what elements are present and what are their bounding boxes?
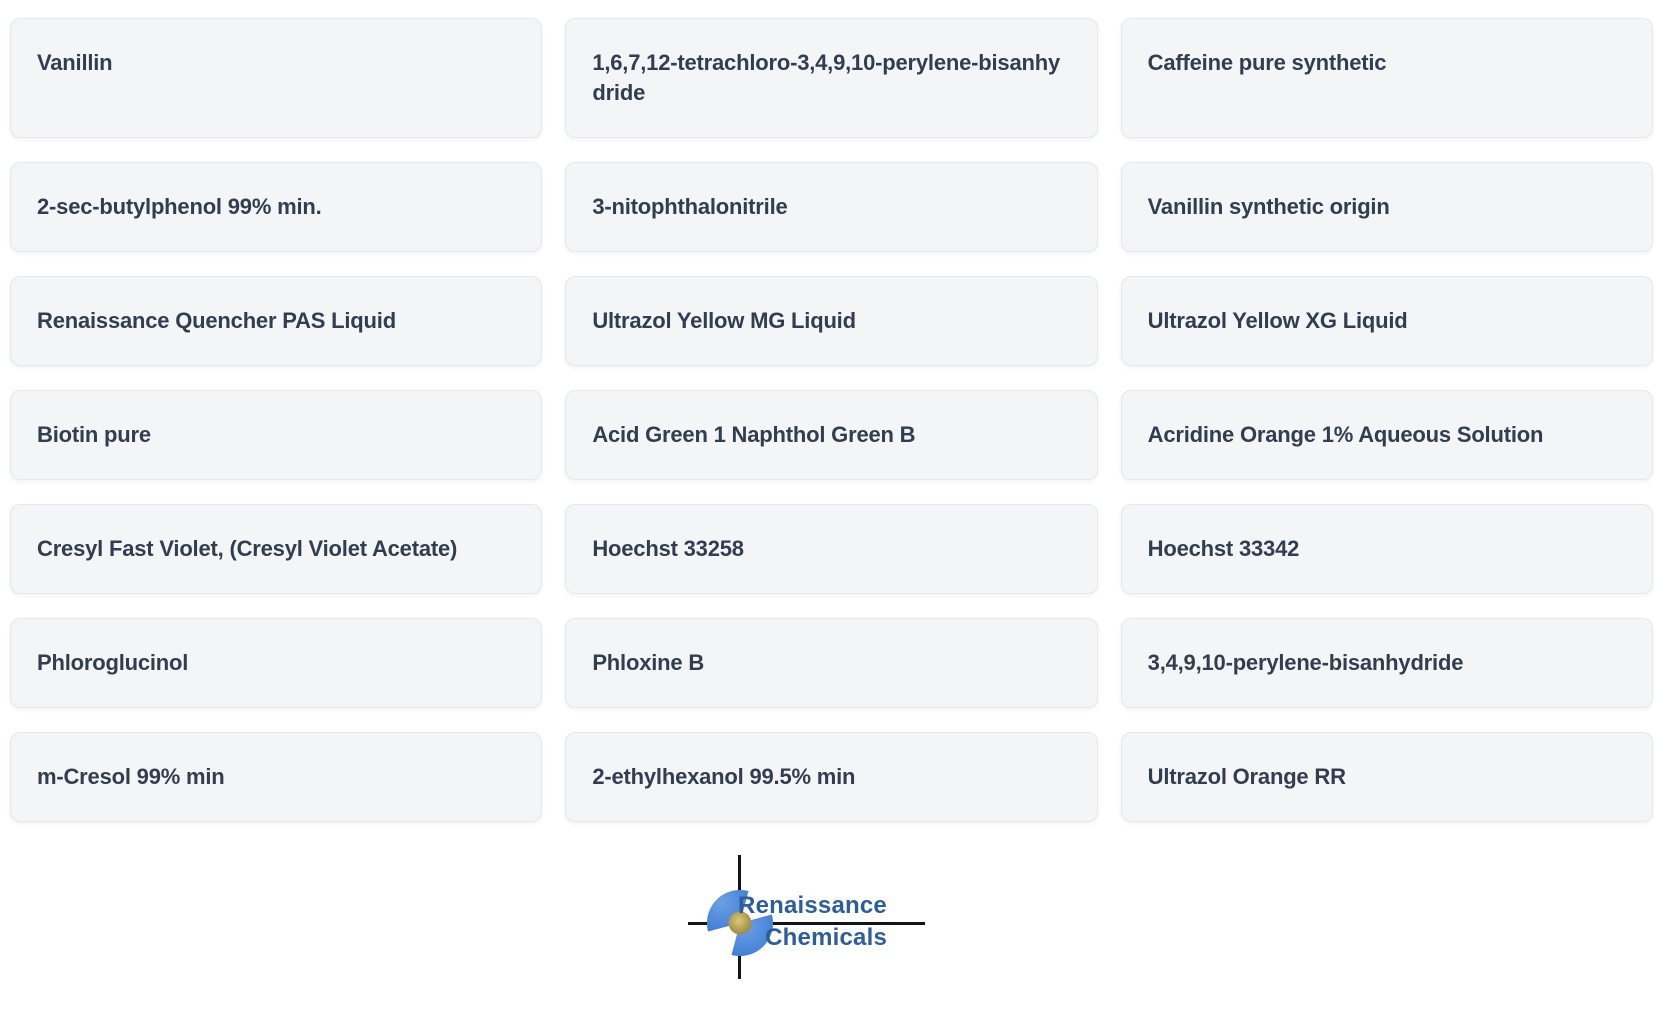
product-card-label: 3-nitophthalonitrile [592,194,788,219]
product-card[interactable]: Hoechst 33342 [1120,504,1653,594]
product-card[interactable]: Acridine Orange 1% Aqueous Solution [1120,390,1653,480]
logo-wordmark-line2: Chemicals [765,924,887,951]
product-card[interactable]: 1,6,7,12-tetrachloro-3,4,9,10-perylene-b… [565,18,1098,138]
product-card-label: Phloroglucinol [37,650,189,675]
product-card-label: Ultrazol Orange RR [1147,764,1346,789]
product-card-label: 2-ethylhexanol 99.5% min [592,764,856,789]
footer-logo: Renaissance Chemicals [0,822,1668,983]
product-card-label: Vanillin synthetic origin [1147,194,1390,219]
product-card[interactable]: Ultrazol Orange RR [1120,732,1653,822]
product-card-label: Acid Green 1 Naphthol Green B [592,422,916,447]
product-card[interactable]: Phloroglucinol [10,618,543,708]
product-card-label: 3,4,9,10-perylene-bisanhydride [1147,650,1464,675]
product-card[interactable]: Hoechst 33258 [565,504,1098,594]
logo-crosshair-discs-icon [706,889,774,957]
product-card-label: Hoechst 33258 [592,536,744,561]
product-card[interactable]: 2-ethylhexanol 99.5% min [565,732,1098,822]
product-card-label: 2-sec-butylphenol 99% min. [37,194,322,219]
product-card[interactable]: Vanillin [10,18,543,138]
product-card[interactable]: Biotin pure [10,390,543,480]
product-card-label: Acridine Orange 1% Aqueous Solution [1147,422,1544,447]
logo-crosshair-horizontal-line [688,922,925,925]
product-card[interactable]: 3,4,9,10-perylene-bisanhydride [1120,618,1653,708]
product-card[interactable]: Phloxine B [565,618,1098,708]
logo-wordmark-line1: Renaissance [738,892,887,919]
product-card-label: Cresyl Fast Violet, (Cresyl Violet Aceta… [37,536,458,561]
product-card[interactable]: Ultrazol Yellow XG Liquid [1120,276,1653,366]
product-card-label: Renaissance Quencher PAS Liquid [37,308,396,333]
product-card[interactable]: 2-sec-butylphenol 99% min. [10,162,543,252]
product-grid: Vanillin 1,6,7,12-tetrachloro-3,4,9,10-p… [10,18,1653,822]
product-card[interactable]: Cresyl Fast Violet, (Cresyl Violet Aceta… [10,504,543,594]
product-card-label: Caffeine pure synthetic [1147,50,1387,75]
product-card-label: Biotin pure [37,422,151,447]
product-card[interactable]: Caffeine pure synthetic [1120,18,1653,138]
product-card-label: Ultrazol Yellow MG Liquid [592,308,856,333]
product-card-label: Ultrazol Yellow XG Liquid [1147,308,1408,333]
product-card-label: 1,6,7,12-tetrachloro-3,4,9,10-perylene-b… [592,50,1060,105]
product-card[interactable]: 3-nitophthalonitrile [565,162,1098,252]
product-card[interactable]: Renaissance Quencher PAS Liquid [10,276,543,366]
product-card-label: m-Cresol 99% min [37,764,225,789]
product-card[interactable]: Ultrazol Yellow MG Liquid [565,276,1098,366]
product-card-label: Hoechst 33342 [1147,536,1300,561]
product-card-label: Vanillin [37,50,113,75]
product-card[interactable]: Acid Green 1 Naphthol Green B [565,390,1098,480]
product-card-label: Phloxine B [592,650,705,675]
product-card[interactable]: Vanillin synthetic origin [1120,162,1653,252]
product-card[interactable]: m-Cresol 99% min [10,732,543,822]
